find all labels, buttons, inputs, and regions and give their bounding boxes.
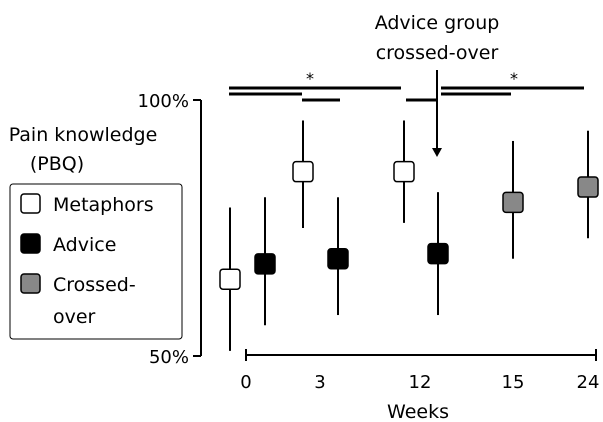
legend-swatch-crossed-over (20, 273, 41, 294)
x-tick-label-12: 12 (409, 372, 432, 393)
y-axis-label-line-1: Pain knowledge (9, 124, 158, 146)
legend-swatch-advice (20, 233, 41, 254)
annotation-line-1: Advice group (375, 12, 500, 34)
y-tick-label-50: 50% (149, 347, 189, 368)
point-advice-week-12 (427, 242, 449, 265)
significance-star: * (510, 69, 518, 88)
x-tick-label-24: 24 (577, 372, 600, 393)
legend-label-advice: Advice (53, 234, 116, 256)
x-tick-label-0: 0 (240, 372, 251, 393)
x-axis-label: Weeks (387, 401, 449, 422)
significance-star: * (306, 69, 314, 88)
x-tick-label-15: 15 (502, 372, 525, 393)
annotation-line-2: crossed-over (376, 42, 499, 64)
point-advice-week-3 (327, 247, 349, 270)
point-advice-week-0 (254, 253, 276, 275)
point-metaphors-week-3 (292, 160, 314, 183)
legend: Metaphors Advice Crossed- over (9, 183, 183, 340)
legend-box (9, 183, 183, 340)
legend-swatch-metaphors (20, 193, 41, 214)
point-crossed-over-week-15 (502, 191, 524, 214)
point-crossed-over-week-24 (577, 176, 599, 198)
annotation-arrow-head (432, 148, 442, 157)
significance-bars: * * (229, 69, 584, 102)
point-metaphors-week-12 (393, 160, 415, 183)
legend-label-metaphors: Metaphors (53, 194, 154, 216)
legend-label-crossed-over-line-2: over (53, 306, 96, 328)
y-tick-label-100: 100% (138, 91, 189, 112)
legend-label-crossed-over-line-1: Crossed- (53, 274, 136, 296)
x-tick-label-3: 3 (314, 372, 325, 393)
point-metaphors-week-0 (219, 268, 241, 290)
y-axis-label-line-2: (PBQ) (30, 153, 84, 175)
data-marks (219, 120, 599, 351)
